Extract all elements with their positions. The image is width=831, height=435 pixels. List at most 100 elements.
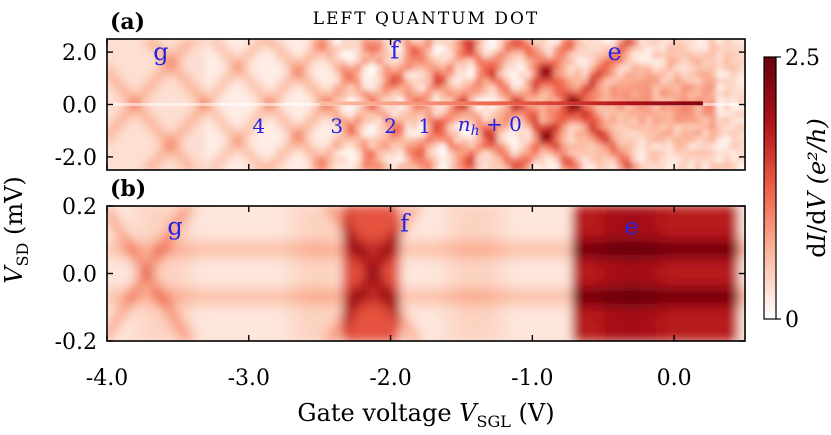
heat-cell [546, 291, 555, 299]
zero-bias-peak [338, 101, 346, 106]
heat-cell [361, 130, 370, 138]
heat-cell [151, 291, 159, 299]
heat-cell [666, 45, 675, 53]
heat-cell [560, 149, 569, 158]
heat-cell [659, 143, 668, 151]
heat-cell [693, 230, 701, 238]
heat-cell [342, 242, 350, 250]
heat-cell [476, 322, 484, 330]
heat-cell [156, 104, 165, 112]
heat-cell [397, 149, 406, 158]
heat-cell [290, 97, 299, 105]
heat-cell [709, 156, 718, 164]
heat-cell [468, 77, 477, 86]
heat-cell [674, 279, 682, 287]
heat-cell [347, 58, 356, 66]
heat-cell [725, 279, 733, 287]
heat-cell [149, 162, 158, 170]
heat-cell [406, 334, 414, 341]
heat-cell [291, 303, 299, 311]
heat-cell [533, 279, 542, 287]
heat-cell [470, 291, 478, 299]
heat-cell [323, 230, 331, 238]
heat-cell [342, 217, 350, 225]
heat-cell [482, 162, 491, 170]
heat-cell [149, 45, 158, 53]
heat-cell [674, 242, 682, 250]
heat-cell [212, 123, 221, 132]
heat-cell [502, 236, 510, 244]
heat-cell [107, 334, 114, 341]
heat-cell [411, 156, 420, 164]
heat-cell [125, 217, 134, 225]
heat-cell [533, 322, 542, 330]
heat-cell [439, 39, 448, 47]
heat-cell [502, 315, 510, 324]
heat-cell [406, 206, 414, 213]
heat-cell [266, 279, 274, 287]
heat-cell [329, 223, 338, 232]
heat-cell [291, 328, 299, 336]
heat-cell [329, 315, 338, 324]
heat-cell [687, 260, 695, 268]
heat-cell [581, 130, 590, 138]
heat-cell [312, 123, 321, 132]
heat-cell [559, 206, 567, 213]
heat-cell [144, 279, 153, 287]
heat-cell [574, 90, 583, 99]
heat-cell [738, 254, 745, 262]
heat-cell [310, 285, 319, 293]
heat-cell [240, 279, 248, 287]
heat-cell [290, 39, 299, 47]
heat-cell [234, 242, 242, 250]
heat-cell [191, 104, 200, 112]
heat-cell [567, 64, 576, 73]
heat-cell [304, 58, 314, 66]
heat-cell [323, 328, 331, 336]
heat-cell [666, 110, 675, 119]
heat-cell [738, 217, 745, 225]
heat-cell [361, 162, 370, 170]
heat-cell [553, 236, 561, 244]
heat-cell [560, 162, 569, 170]
heat-cell [616, 328, 625, 336]
heat-cell [567, 39, 576, 47]
zero-bias-peak [632, 101, 640, 106]
heat-cell [112, 211, 121, 219]
heat-cell [319, 77, 328, 86]
heat-cell [184, 51, 193, 60]
heat-cell [533, 206, 542, 213]
heat-cell [368, 117, 377, 125]
heat-cell [374, 328, 382, 336]
heat-cell [125, 223, 134, 232]
heat-cell [642, 217, 650, 225]
heat-cell [706, 211, 714, 219]
heat-cell [694, 143, 703, 151]
heat-cell [390, 162, 399, 170]
heat-cell [342, 297, 350, 305]
heat-cell [540, 297, 548, 305]
heat-cell [540, 322, 548, 330]
heat-cell [283, 97, 292, 105]
heat-cell [645, 58, 654, 66]
heat-cell [510, 71, 519, 79]
heat-cell [266, 242, 274, 250]
heat-cell [565, 217, 574, 225]
heat-cell [439, 97, 448, 105]
heat-cell [347, 51, 356, 60]
heat-cell [463, 291, 472, 299]
heat-cell [517, 149, 526, 158]
heat-cell [259, 223, 267, 232]
heat-cell [482, 71, 491, 79]
heat-cell [304, 242, 312, 250]
heat-cell [716, 162, 725, 170]
heat-cell [113, 39, 122, 47]
heat-cell [453, 84, 462, 92]
heat-cell [214, 291, 223, 299]
heat-cell [227, 39, 236, 47]
heat-cell [241, 58, 250, 66]
heat-cell [585, 273, 593, 281]
heat-cell [502, 223, 510, 232]
heat-cell [304, 285, 312, 293]
heat-cell [189, 248, 197, 256]
